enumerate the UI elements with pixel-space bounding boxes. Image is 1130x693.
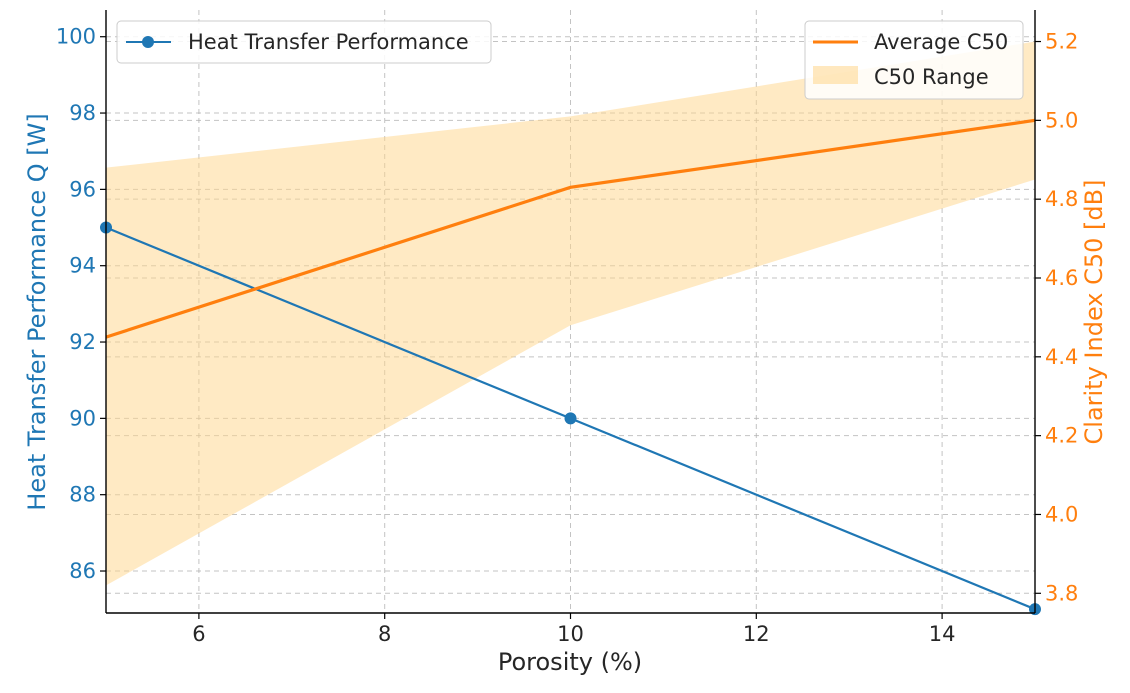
right-tick-label: 4.8 — [1045, 187, 1078, 211]
left-tick-label: 88 — [69, 483, 96, 507]
legend-heat-transfer: Heat Transfer Performance — [116, 20, 492, 64]
left-tick-label: 100 — [56, 25, 96, 49]
right-tick-label: 4.2 — [1045, 424, 1078, 448]
left-axis-label: Heat Transfer Performance Q [W] — [23, 113, 51, 510]
legend-c50-range-swatch — [813, 66, 858, 84]
x-tick-label: 10 — [557, 622, 584, 646]
series-layer — [100, 118, 1041, 616]
heat-transfer-point — [564, 412, 577, 425]
right-axis-label: Clarity Index C50 [dB] — [1080, 180, 1108, 445]
legend-c50: Average C50 C50 Range — [804, 20, 1024, 100]
right-tick-label: 4.0 — [1045, 502, 1078, 526]
x-tick-label: 14 — [929, 622, 956, 646]
left-tick-label: 94 — [69, 254, 96, 278]
legend-heat-label: Heat Transfer Performance — [188, 30, 469, 54]
left-tick-label: 90 — [69, 406, 96, 430]
x-tick-label: 8 — [378, 622, 391, 646]
x-axis-label: Porosity (%) — [498, 648, 642, 676]
tick-layer: 6 8 10 12 14 86 88 90 92 94 96 98 100 3.8 4.0 4.2 4.4 4.6… — [56, 25, 1079, 646]
c50-range-band — [106, 41, 1035, 586]
right-tick-label: 4.4 — [1045, 345, 1078, 369]
x-tick-label: 12 — [743, 622, 770, 646]
right-tick-label: 3.8 — [1045, 581, 1078, 605]
right-tick-label: 5.0 — [1045, 108, 1078, 132]
legend-left-frame — [116, 20, 492, 64]
legend-c50-range-label: C50 Range — [874, 65, 989, 89]
legend-avg-c50-label: Average C50 — [874, 30, 1008, 54]
legend-heat-marker-swatch — [142, 36, 154, 48]
right-tick-label: 4.6 — [1045, 266, 1078, 290]
left-tick-label: 86 — [69, 559, 96, 583]
c50-range-band-layer — [106, 41, 1035, 586]
average-c50-line — [105, 118, 1036, 339]
legend-right-frame — [804, 20, 1024, 100]
right-tick-label: 5.2 — [1045, 30, 1078, 54]
left-tick-label: 92 — [69, 330, 96, 354]
left-tick-label: 98 — [69, 101, 96, 125]
x-tick-label: 6 — [192, 622, 205, 646]
left-tick-label: 96 — [69, 177, 96, 201]
